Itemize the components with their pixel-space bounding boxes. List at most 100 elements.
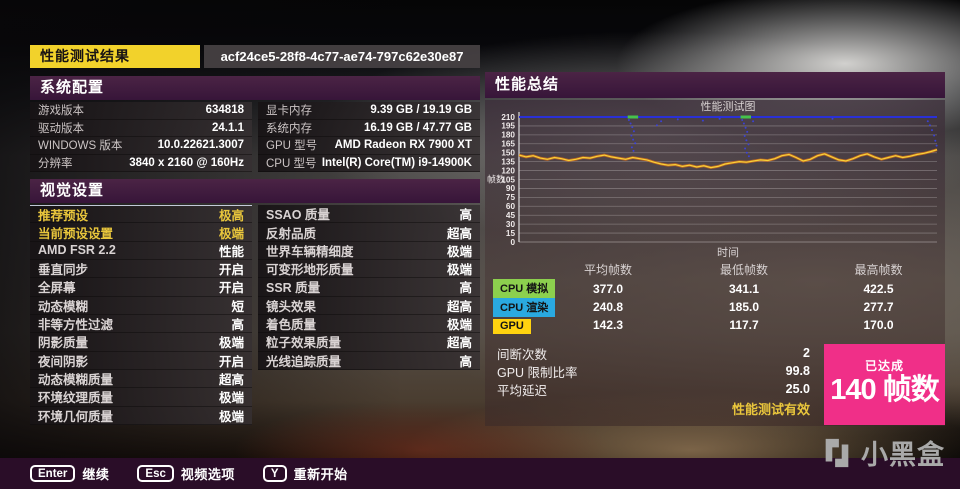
setting-row: 光线追踪质量 高	[258, 352, 480, 370]
visual-settings-right-column: SSAO 质量 高 反射品质 超高 世界车辆精细度 极端 可变形地形质量 极端 …	[258, 205, 480, 370]
stat-row: 平均延迟 25.0	[485, 380, 818, 398]
footer-button[interactable]: Y 重新开始	[262, 464, 348, 483]
setting-label: 夜间阴影	[38, 354, 89, 369]
heybox-watermark-text: 小黑盒	[861, 440, 945, 470]
setting-row: 垂直同步 开启	[30, 260, 252, 279]
setting-row: 粒子效果质量 超高	[258, 333, 480, 352]
keycap: Enter	[30, 465, 76, 482]
svg-text:帧数: 帧数	[487, 174, 505, 185]
setting-value: Intel(R) Core(TM) i9-14900K	[321, 156, 472, 169]
stat-value: 99.8	[785, 364, 810, 378]
setting-value: 极端	[446, 263, 472, 278]
fps-table-rows: CPU 模拟 377.0 341.1 422.5 CPU 渲染 240.8 18…	[485, 279, 945, 335]
setting-row: 显卡内存 9.39 GB / 19.19 GB	[258, 102, 480, 120]
min-fps-value: 185.0	[728, 300, 760, 314]
session-id: acf24ce5-28f8-4c77-ae74-797c62e30e87	[204, 45, 480, 68]
setting-row: 全屏幕 开启	[30, 278, 252, 297]
setting-value: 超高	[446, 336, 472, 351]
footer-button[interactable]: Esc 视频选项	[137, 464, 234, 483]
setting-row: 分辨率 3840 x 2160 @ 160Hz	[30, 155, 252, 172]
setting-value: 高	[459, 281, 472, 296]
achievement-value: 140 帧数	[830, 374, 939, 406]
fps-table-row: CPU 渲染 240.8 185.0 277.7	[485, 297, 945, 317]
svg-text:0: 0	[510, 238, 515, 247]
setting-value: 极端	[446, 244, 472, 259]
setting-label: 光线追踪质量	[266, 354, 342, 369]
setting-value: 短	[231, 299, 244, 314]
setting-label: 可变形地形质量	[266, 263, 354, 278]
svg-text:165: 165	[501, 140, 515, 149]
setting-row: 推荐预设 极高	[30, 205, 252, 224]
system-config-right-column: 显卡内存 9.39 GB / 19.19 GB 系统内存 16.19 GB / …	[258, 102, 480, 172]
setting-label: 非等方性过滤	[38, 318, 114, 333]
setting-label: 动态模糊	[38, 299, 89, 314]
setting-label: 显卡内存	[266, 105, 312, 118]
setting-row: 阴影质量 极端	[30, 333, 252, 352]
setting-label: 驱动版本	[38, 122, 84, 135]
setting-value: 634818	[205, 104, 244, 117]
setting-value: 极端	[218, 391, 244, 406]
setting-label: CPU 型号	[266, 157, 317, 170]
series-badge: CPU 模拟	[493, 279, 556, 298]
stat-label: 间断次数	[497, 347, 548, 362]
setting-label: 反射品质	[266, 226, 317, 241]
svg-text:105: 105	[501, 175, 515, 184]
setting-row: GPU 型号 AMD Radeon RX 7900 XT	[258, 137, 480, 155]
setting-label: 游戏版本	[38, 105, 84, 118]
page-title: 性能测试结果	[30, 45, 200, 68]
fps-table-row: CPU 模拟 377.0 341.1 422.5	[485, 279, 945, 298]
setting-value: 极高	[218, 208, 244, 223]
svg-text:45: 45	[506, 211, 516, 220]
stat-value: 25.0	[785, 382, 810, 396]
setting-row: 夜间阴影 开启	[30, 352, 252, 370]
setting-row: 游戏版本 634818	[30, 102, 252, 120]
svg-text:120: 120	[501, 166, 515, 175]
average-fps-value: 377.0	[592, 281, 624, 296]
stat-label: GPU 限制比率	[497, 365, 578, 380]
setting-label: 动态模糊质量	[38, 373, 114, 388]
setting-value: 24.1.1	[212, 121, 244, 134]
setting-row: SSAO 质量 高	[258, 205, 480, 224]
setting-label: 环境几何质量	[38, 409, 114, 424]
svg-text:时间: 时间	[717, 246, 739, 258]
setting-value: 9.39 GB / 19.19 GB	[370, 104, 472, 117]
average-fps-value: 240.8	[592, 300, 624, 314]
stat-row: 间断次数 2	[485, 344, 818, 362]
keycap: Esc	[137, 465, 174, 482]
setting-row: 世界车辆精细度 极端	[258, 242, 480, 260]
visual-settings-left-column: 推荐预设 极高 当前预设设置 极端 AMD FSR 2.2 性能 垂直同步 开启…	[30, 205, 252, 425]
col-header-min-fps: 最低帧数	[719, 263, 768, 277]
setting-value: 10.0.22621.3007	[157, 139, 244, 152]
fps-table: 平均帧数 最低帧数 最高帧数 CPU 模拟 377.0 341.1 422.5 …	[485, 260, 945, 335]
setting-row: 镜头效果 超高	[258, 297, 480, 315]
setting-label: 环境纹理质量	[38, 391, 114, 406]
setting-row: 当前预设设置 极端	[30, 223, 252, 242]
performance-summary-header: 性能总结	[485, 72, 945, 98]
benchmark-valid-text: 性能测试有效	[731, 402, 810, 417]
svg-text:180: 180	[501, 131, 515, 140]
svg-text:15: 15	[506, 229, 516, 238]
svg-text:135: 135	[501, 157, 515, 166]
setting-value: 超高	[218, 373, 244, 388]
svg-text:性能测试图: 性能测试图	[701, 100, 756, 113]
setting-value: 极端	[218, 226, 244, 241]
stat-value: 2	[803, 346, 810, 360]
setting-row: 反射品质 超高	[258, 223, 480, 242]
achievement-subtitle: 已达成	[864, 359, 904, 373]
setting-label: 系统内存	[266, 122, 312, 135]
setting-label: 世界车辆精细度	[266, 244, 354, 259]
setting-value: 16.19 GB / 47.77 GB	[363, 121, 472, 134]
setting-value: 超高	[446, 299, 472, 314]
setting-label: GPU 型号	[266, 140, 318, 153]
visual-settings-header: 视觉设置	[30, 179, 480, 203]
min-fps-value: 341.1	[728, 281, 760, 296]
setting-row: 动态模糊 短	[30, 297, 252, 315]
achievement-box: 已达成 140 帧数	[824, 344, 945, 425]
summary-stats: 间断次数 2 GPU 限制比率 99.8 平均延迟 25.0	[485, 344, 818, 398]
setting-row: 动态模糊质量 超高	[30, 370, 252, 389]
setting-row: 着色质量 极端	[258, 315, 480, 334]
setting-row: 系统内存 16.19 GB / 47.77 GB	[258, 120, 480, 137]
svg-text:60: 60	[506, 202, 516, 211]
footer-button[interactable]: Enter 继续	[30, 464, 109, 483]
